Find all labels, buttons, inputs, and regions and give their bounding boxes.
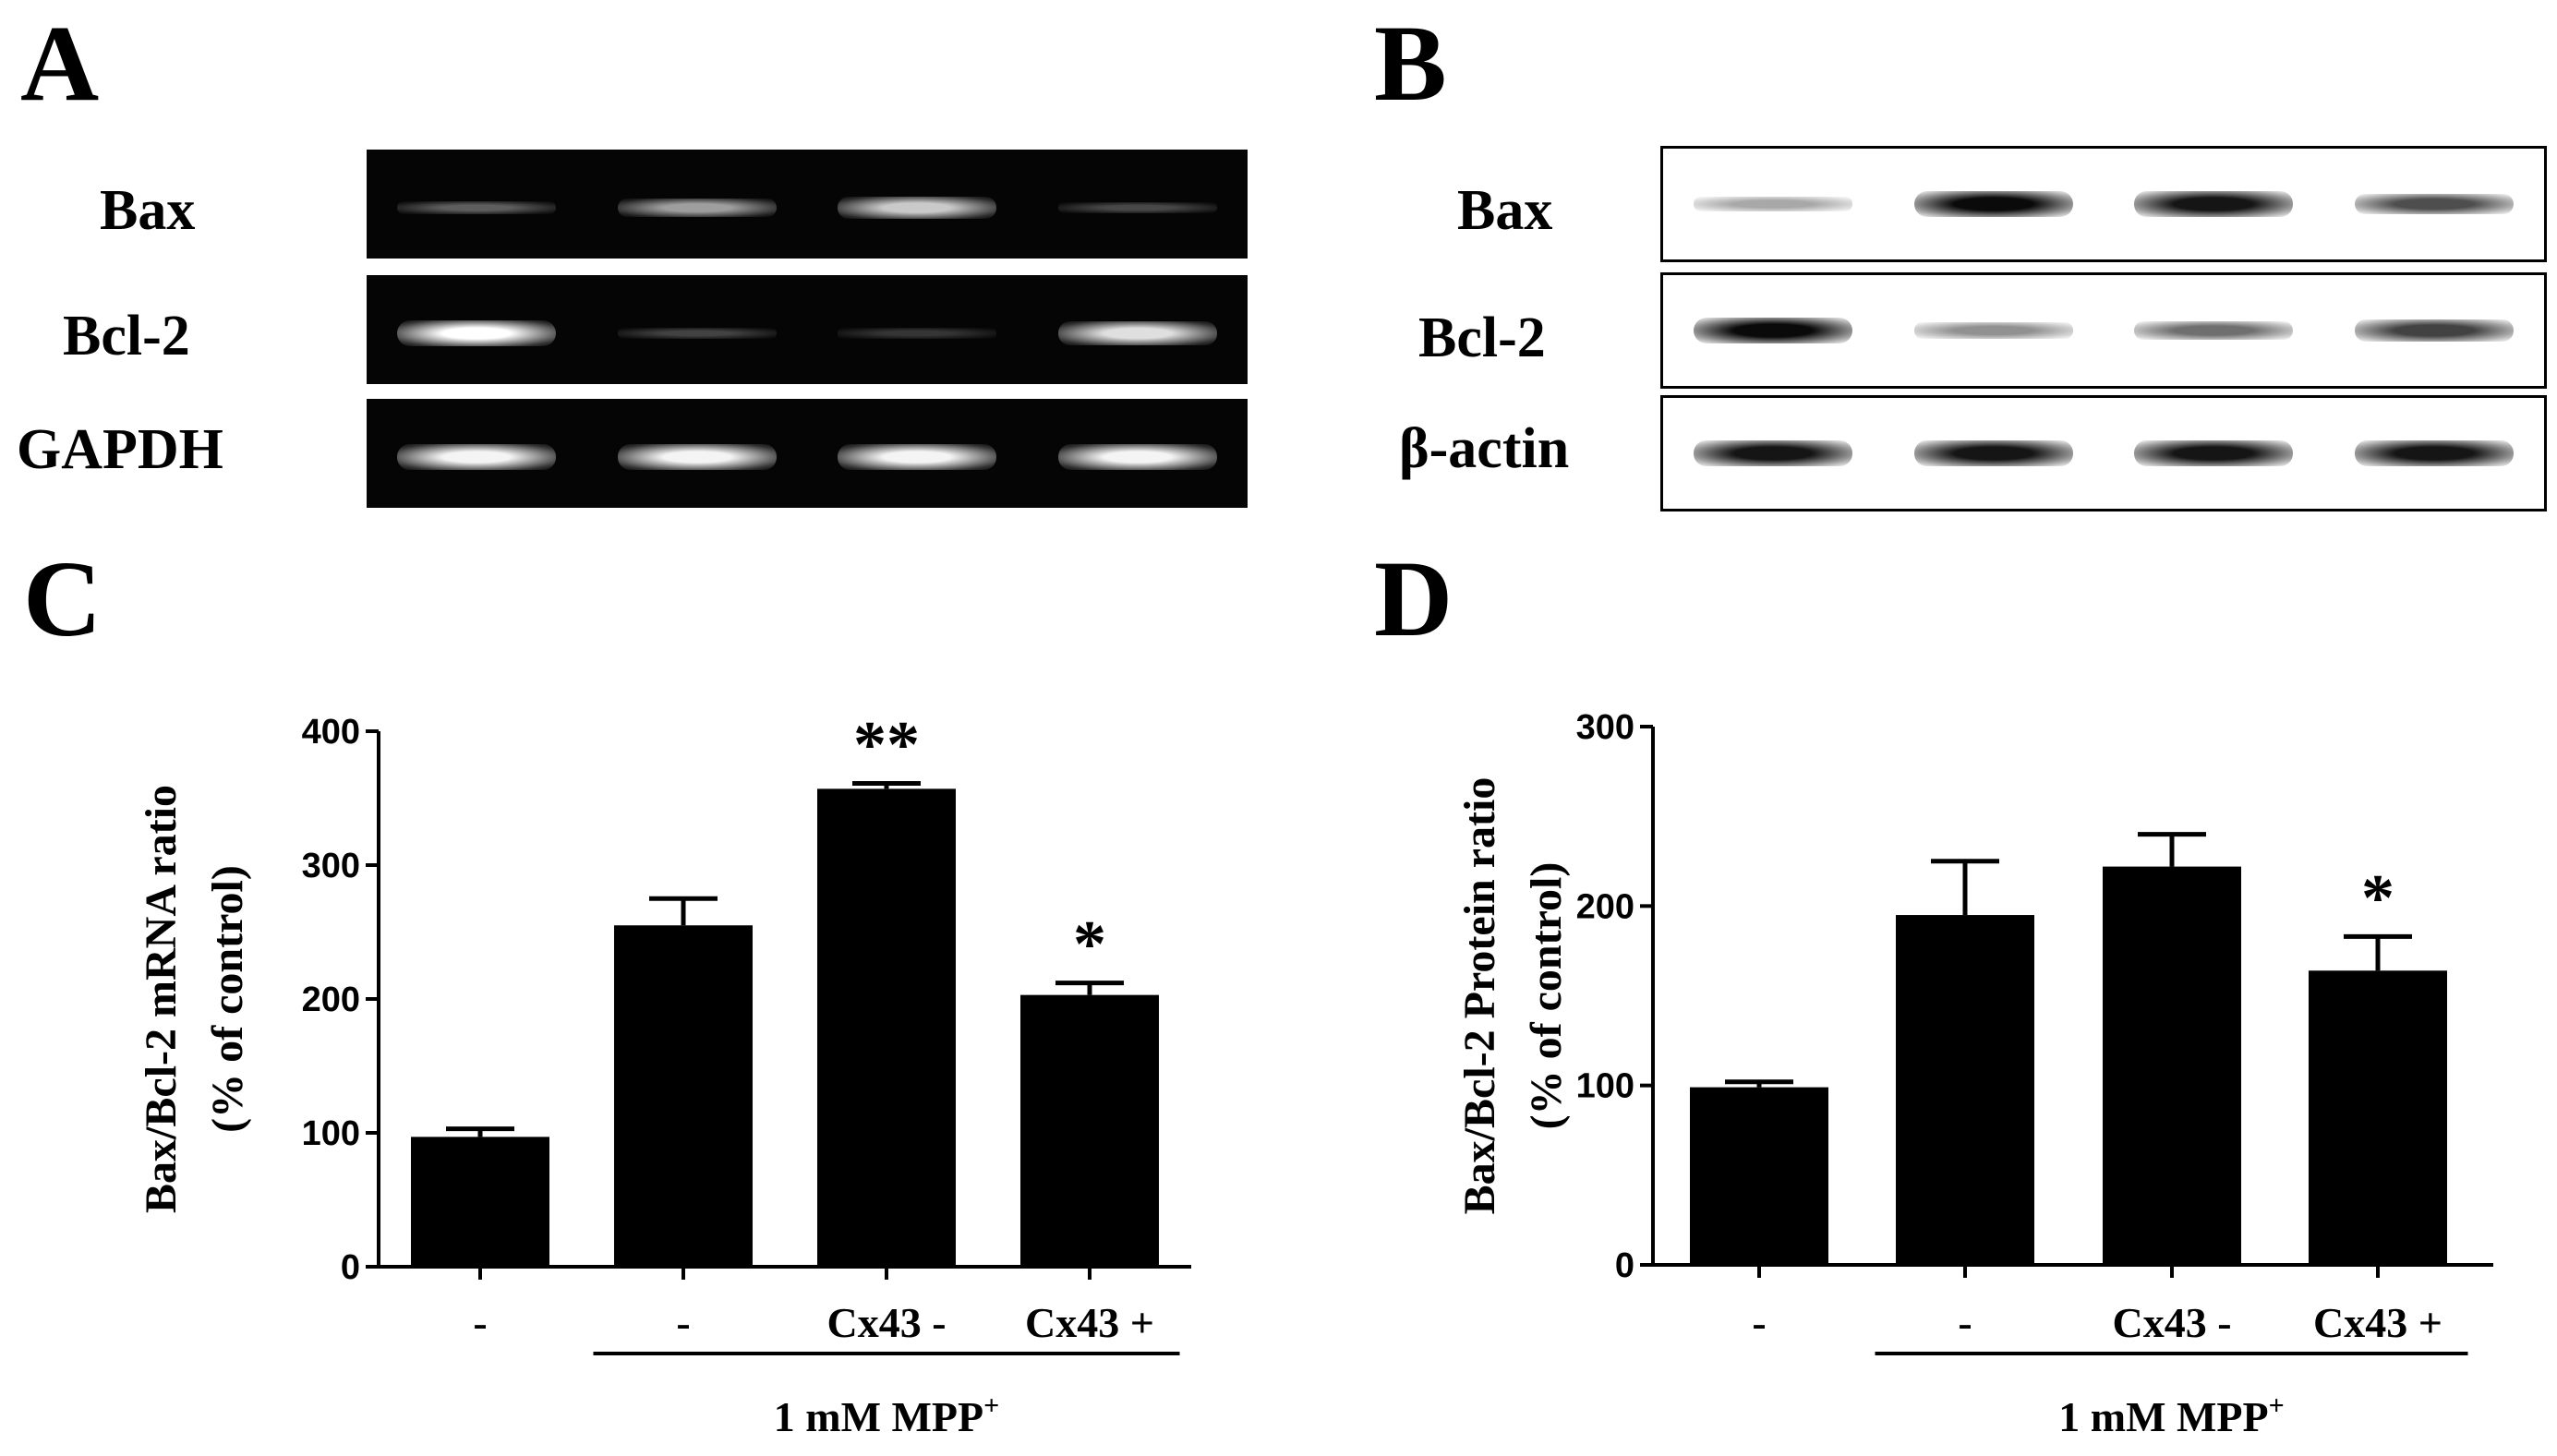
x-category-label: - [1958, 1299, 1972, 1346]
panel-b-letter: B [1374, 3, 1447, 124]
y-tick-label: 300 [1576, 708, 1634, 747]
gel-row1-band-lane-3 [838, 197, 997, 219]
bar [2103, 866, 2241, 1265]
y-axis-label-unit: (% of control) [1522, 862, 1571, 1130]
panel-a-letter: A [20, 3, 100, 124]
gel-row1-band-lane-1 [397, 200, 557, 215]
y-tick-label: 400 [302, 713, 360, 752]
blot-row2-band-lane-4 [2354, 319, 2514, 342]
y-tick-label: 200 [302, 981, 360, 1019]
y-tick-label: 100 [302, 1114, 360, 1153]
blot-row3-band-lane-2 [1913, 440, 2073, 466]
significance-marker: * [1073, 908, 1106, 981]
x-category-label: Cx43 - [826, 1299, 946, 1346]
gel-strip-gapdh [367, 399, 1248, 508]
blot-row3-band-lane-3 [2134, 440, 2294, 466]
x-category-label: Cx43 - [2112, 1299, 2231, 1346]
blot-strip-bax [1660, 146, 2547, 262]
bar [1020, 994, 1159, 1267]
x-category-label: Cx43 + [2313, 1299, 2442, 1346]
x-category-label: - [1752, 1299, 1766, 1346]
y-tick-label: 300 [302, 847, 360, 885]
gel-row3-band-lane-4 [1057, 444, 1217, 470]
significance-marker: ** [853, 708, 920, 782]
gel-row-label-bcl2: Bcl-2 [63, 305, 190, 367]
blot-row3-band-lane-1 [1694, 440, 1853, 466]
bar [614, 925, 753, 1267]
blot-strip-actin [1660, 395, 2547, 511]
gel-row2-band-lane-4 [1057, 321, 1217, 345]
blot-row-label-bcl2: Bcl-2 [1418, 307, 1546, 369]
gel-row1-band-lane-4 [1057, 201, 1217, 214]
gel-row2-band-lane-1 [397, 320, 557, 346]
bar [1896, 915, 2034, 1265]
y-axis-label: Bax/Bcl-2 Protein ratio [1455, 777, 1504, 1215]
chart-c-mrna-ratio: 0 100 200 300 400 Bax/Bcl-2 mRNA ratio (% of c… [137, 708, 1191, 1440]
x-category-label: Cx43 + [1025, 1299, 1154, 1346]
panel-c-letter: C [23, 538, 103, 659]
group-label: 1 mM MPP+ [2058, 1390, 2284, 1440]
significance-marker: * [2361, 860, 2394, 934]
y-tick-label: 0 [341, 1248, 360, 1287]
x-category-label: - [676, 1299, 690, 1346]
gel-row-label-bax: Bax [100, 179, 196, 242]
gel-row3-band-lane-2 [617, 444, 777, 470]
y-tick-label: 0 [1615, 1246, 1634, 1285]
panel-d-letter: D [1374, 538, 1453, 659]
blot-row2-band-lane-2 [1913, 322, 2073, 339]
y-axis-label: Bax/Bcl-2 mRNA ratio [137, 785, 186, 1213]
bar [1690, 1087, 1828, 1265]
x-category-label: - [473, 1299, 487, 1346]
blot-row1-band-lane-4 [2354, 193, 2514, 215]
blot-row1-band-lane-3 [2134, 191, 2294, 217]
y-tick-label: 200 [1576, 887, 1634, 926]
blot-strip-bcl2 [1660, 272, 2547, 389]
blot-row1-band-lane-2 [1913, 191, 2073, 217]
gel-row2-band-lane-2 [617, 327, 777, 340]
blot-row3-band-lane-4 [2354, 440, 2514, 466]
blot-row2-band-lane-3 [2134, 321, 2294, 340]
blot-row1-band-lane-1 [1694, 197, 1853, 211]
gel-strip-bax [367, 150, 1248, 259]
gel-row3-band-lane-1 [397, 444, 557, 470]
chart-d-protein-ratio: 0 100 200 300 Bax/Bcl-2 Protein ratio (% of c… [1455, 708, 2493, 1440]
bar [2309, 970, 2447, 1265]
bar [817, 788, 956, 1267]
y-axis-label-unit: (% of control) [203, 865, 252, 1133]
blot-row2-band-lane-1 [1694, 318, 1853, 343]
gel-row3-band-lane-3 [838, 444, 997, 470]
gel-strip-bcl2 [367, 275, 1248, 384]
gel-row-label-gapdh: GAPDH [17, 418, 223, 481]
y-tick-label: 100 [1576, 1067, 1634, 1106]
blot-row-label-actin: β-actin [1399, 417, 1570, 480]
bar [411, 1137, 549, 1267]
gel-row1-band-lane-2 [617, 199, 777, 217]
gel-row2-band-lane-3 [838, 328, 997, 339]
blot-row-label-bax: Bax [1457, 179, 1553, 242]
group-label: 1 mM MPP+ [774, 1390, 999, 1440]
